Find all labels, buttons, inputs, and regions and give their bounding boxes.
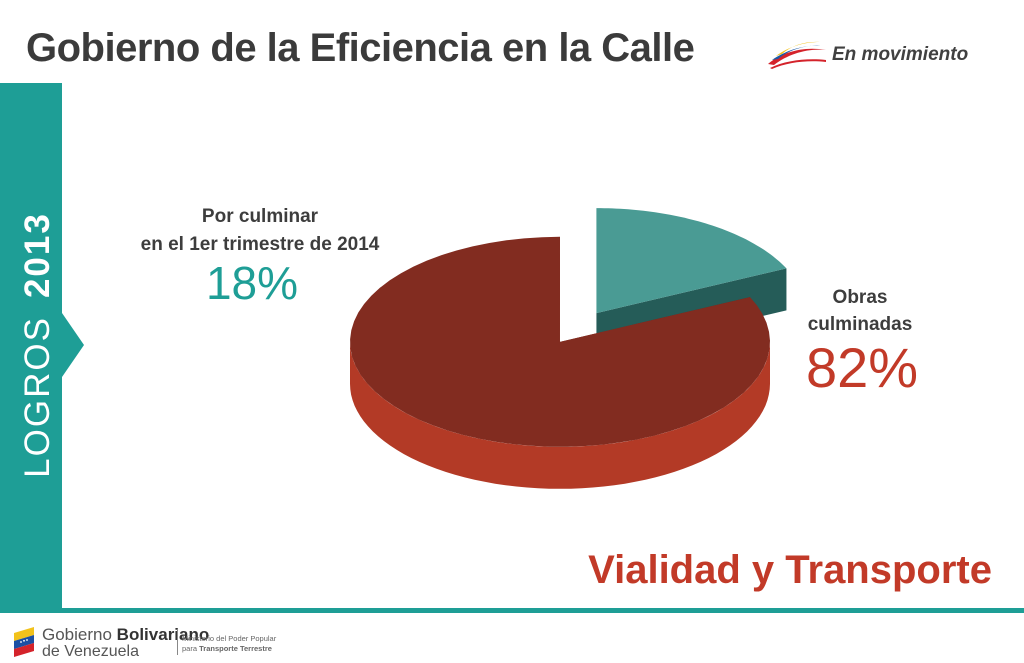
pie-slice-small-top <box>596 208 787 314</box>
slice-label-small-line1: Por culminar <box>201 206 319 227</box>
footer: Gobierno Bolivariano de Venezuela Minist… <box>0 613 1024 663</box>
slice-label-small-line2: en el 1er trimestre de 2014 <box>140 234 380 255</box>
bottom-rule <box>0 608 1024 613</box>
swoosh-logo-icon <box>768 41 826 69</box>
gov-country: de Venezuela <box>42 643 139 660</box>
section-subtitle: Vialidad y Transporte <box>588 548 992 592</box>
ministry-line1: Ministerio del Poder Popular <box>182 634 277 643</box>
gov-name: Gobierno Bolivariano <box>42 625 210 644</box>
side-band <box>0 83 84 608</box>
brand-logo-group: En movimiento <box>764 38 968 72</box>
footer-divider <box>177 629 178 655</box>
slide-title: Gobierno de la Eficiencia en la Calle <box>26 26 695 70</box>
slice-value-big: 82% <box>805 336 919 399</box>
slice-label-big-line1: Obras <box>832 287 888 308</box>
pie-slice-big-side <box>350 341 770 489</box>
ministry-line2: para Transporte Terrestre <box>182 644 272 653</box>
slice-label-big-line2: culminadas <box>807 314 913 335</box>
venezuela-flag-logo-icon <box>14 627 34 657</box>
slice-value-small: 18% <box>205 257 299 309</box>
brand-text: En movimiento <box>832 44 969 65</box>
pie-slice-big-top <box>350 236 770 447</box>
